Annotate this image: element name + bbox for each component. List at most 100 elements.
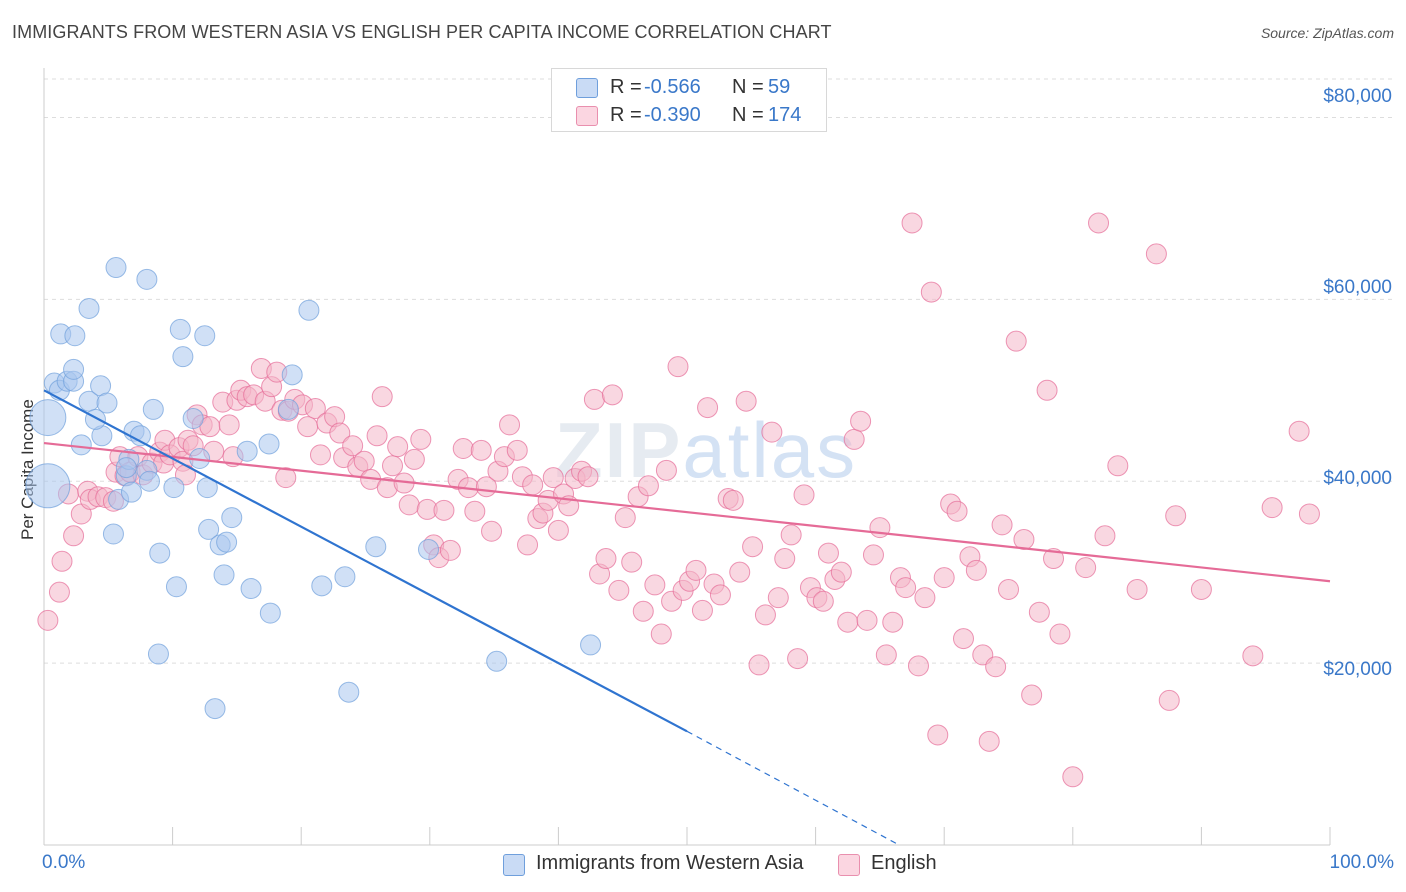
- data-point-english: [644, 574, 666, 596]
- data-point-english: [297, 416, 319, 438]
- data-point-english: [985, 656, 1007, 678]
- data-point-english: [667, 356, 689, 378]
- y-tick-label-60000: $60,000: [1323, 277, 1392, 298]
- x-tick-label-min: 0.0%: [42, 852, 86, 873]
- data-point-english: [748, 654, 770, 676]
- data-point-western-asia: [129, 425, 151, 447]
- data-point-english: [1075, 557, 1097, 579]
- data-point-english: [812, 590, 834, 612]
- data-point-english: [837, 611, 859, 633]
- data-point-english: [907, 655, 929, 677]
- data-point-english: [1013, 528, 1035, 550]
- data-point-english: [843, 428, 865, 450]
- data-point-western-asia: [281, 364, 303, 386]
- y-tick-label-40000: $40,000: [1323, 468, 1392, 489]
- data-point-english: [499, 414, 521, 436]
- data-point-english: [1094, 525, 1116, 547]
- data-point-english: [452, 437, 474, 459]
- data-point-english: [850, 410, 872, 432]
- data-point-western-asia: [213, 564, 235, 586]
- data-point-english: [787, 648, 809, 670]
- chart-title: IMMIGRANTS FROM WESTERN ASIA VS ENGLISH …: [12, 22, 832, 42]
- legend-swatch-western-asia: [576, 78, 598, 98]
- data-point-english: [275, 467, 297, 489]
- data-point-western-asia: [418, 538, 440, 560]
- data-point-western-asia: [216, 531, 238, 553]
- data-point-english: [1158, 689, 1180, 711]
- data-point-english: [621, 551, 643, 573]
- data-point-western-asia: [142, 398, 164, 420]
- data-point-english: [920, 281, 942, 303]
- data-point-english: [952, 628, 974, 650]
- data-point-western-asia: [115, 457, 137, 479]
- bottom-legend-swatch-english: [838, 854, 860, 876]
- data-point-english: [387, 436, 409, 458]
- legend-r-value: -0.566: [644, 76, 701, 98]
- data-point-english: [410, 428, 432, 450]
- bottom-legend-label-english: English: [871, 852, 937, 874]
- data-point-western-asia: [311, 575, 333, 597]
- data-point-english: [767, 587, 789, 609]
- data-point-english: [978, 730, 1000, 752]
- data-point-western-asia: [120, 481, 142, 503]
- data-point-english: [48, 581, 70, 603]
- data-point-english: [304, 397, 326, 419]
- data-point-english: [547, 519, 569, 541]
- data-point-western-asia: [136, 268, 158, 290]
- data-point-western-asia: [84, 408, 106, 430]
- data-point-english: [927, 724, 949, 746]
- data-point-english: [1043, 548, 1065, 570]
- data-point-english: [614, 507, 636, 529]
- data-point-western-asia: [240, 578, 262, 600]
- bottom-legend-swatch-western-asia: [503, 854, 525, 876]
- data-point-english: [933, 567, 955, 589]
- data-point-western-asia: [365, 536, 387, 558]
- data-point-english: [1126, 578, 1148, 600]
- data-point-english: [1165, 505, 1187, 527]
- data-point-english: [895, 577, 917, 599]
- data-point-english: [470, 439, 492, 461]
- data-point-english: [63, 525, 85, 547]
- data-point-english: [735, 390, 757, 412]
- data-point-english: [1298, 503, 1320, 525]
- data-point-english: [1145, 243, 1167, 265]
- data-point-english: [51, 550, 73, 572]
- data-point-english: [329, 422, 351, 444]
- data-point-english: [601, 384, 623, 406]
- data-point-english: [481, 520, 503, 542]
- data-point-western-asia: [198, 518, 220, 540]
- data-point-western-asia: [298, 299, 320, 321]
- data-point-western-asia: [172, 346, 194, 368]
- data-point-english: [754, 604, 776, 626]
- data-point-english: [37, 609, 59, 631]
- data-point-english: [709, 584, 731, 606]
- data-point-english: [830, 561, 852, 583]
- legend-r-label: R =: [610, 104, 642, 126]
- data-point-english: [342, 435, 364, 457]
- data-point-english: [655, 459, 677, 481]
- legend-r-label: R =: [610, 76, 642, 98]
- data-point-english: [1107, 455, 1129, 477]
- y-tick-label-20000: $20,000: [1323, 659, 1392, 680]
- data-point-english: [882, 611, 904, 633]
- data-point-english: [398, 494, 420, 516]
- data-point-english: [862, 544, 884, 566]
- data-point-english: [1021, 684, 1043, 706]
- data-point-english: [914, 587, 936, 609]
- data-point-english: [856, 609, 878, 631]
- legend-n-label: N =: [732, 76, 764, 98]
- trendline-english: [43, 441, 1331, 583]
- data-point-english: [650, 623, 672, 645]
- data-point-western-asia: [338, 681, 360, 703]
- legend-row-english: R = -0.390 N = 174: [552, 101, 826, 129]
- data-point-english: [583, 388, 605, 410]
- data-point-english: [632, 600, 654, 622]
- data-point-english: [309, 444, 331, 466]
- data-point-western-asia: [486, 650, 508, 672]
- data-point-english: [1088, 212, 1110, 234]
- data-point-western-asia: [204, 698, 226, 720]
- data-point-english: [433, 499, 455, 521]
- data-point-english: [697, 397, 719, 419]
- trendline-western-asia: [43, 389, 688, 733]
- data-point-english: [608, 579, 630, 601]
